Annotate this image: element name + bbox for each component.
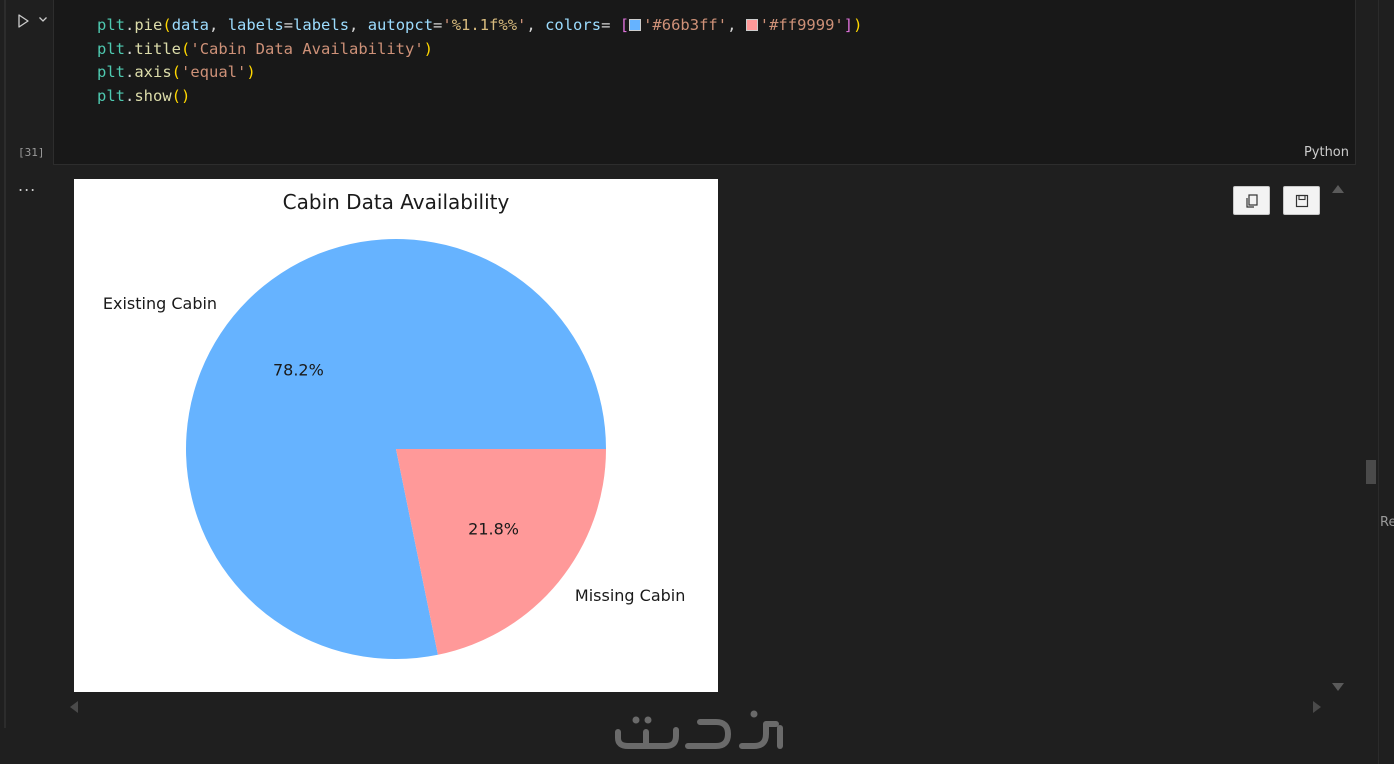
- code-line-2: plt.title('Cabin Data Availability'): [97, 39, 433, 58]
- save-output-button[interactable]: [1283, 186, 1320, 215]
- chevron-down-icon: [39, 17, 47, 22]
- cell-language-label[interactable]: Python: [1303, 145, 1349, 160]
- cell-gutter-line: [4, 0, 6, 728]
- code-line-3: plt.axis('equal'): [97, 63, 256, 81]
- pie-percent-label-2: 21.8%: [468, 520, 519, 539]
- right-panel-edge-text: Re: [1380, 515, 1394, 530]
- pie-category-label-1: Existing Cabin: [103, 294, 217, 313]
- code-block[interactable]: plt.pie(data, labels=labels, autopct='%1…: [97, 14, 862, 108]
- scroll-left-arrow[interactable]: [70, 701, 78, 713]
- watermark-logo: [615, 710, 783, 749]
- output-plot-image: Cabin Data Availability 78.2% Existing Ca…: [74, 179, 718, 692]
- copy-icon: [1245, 193, 1258, 208]
- run-cell-button[interactable]: [12, 10, 34, 32]
- pie-slice-2: [396, 449, 606, 655]
- save-icon: [1295, 194, 1308, 207]
- run-options-button[interactable]: [36, 12, 50, 26]
- vertical-scrollbar-thumb[interactable]: [1366, 460, 1376, 484]
- scroll-right-arrow[interactable]: [1313, 701, 1321, 713]
- execution-count: [31]: [18, 146, 45, 159]
- pie-percent-label-1: 78.2%: [273, 360, 324, 379]
- copy-output-button[interactable]: [1233, 186, 1270, 215]
- scroll-up-arrow[interactable]: [1332, 185, 1344, 193]
- pie-category-label-2: Missing Cabin: [575, 586, 685, 605]
- play-icon: [18, 14, 29, 28]
- editor-right-border: [1378, 0, 1379, 764]
- code-cell-editor[interactable]: plt.pie(data, labels=labels, autopct='%1…: [53, 0, 1356, 165]
- output-more-actions[interactable]: ...: [18, 176, 37, 195]
- code-line-4: plt.show(): [97, 86, 191, 105]
- chart-title: Cabin Data Availability: [283, 190, 510, 214]
- pie-chart: Cabin Data Availability 78.2% Existing Ca…: [103, 190, 685, 659]
- color-swatch-blue[interactable]: [629, 19, 642, 31]
- code-line-1: plt.pie(data, labels=labels, autopct='%1…: [97, 16, 863, 34]
- scroll-down-arrow[interactable]: [1332, 683, 1344, 691]
- color-swatch-red[interactable]: [745, 19, 758, 31]
